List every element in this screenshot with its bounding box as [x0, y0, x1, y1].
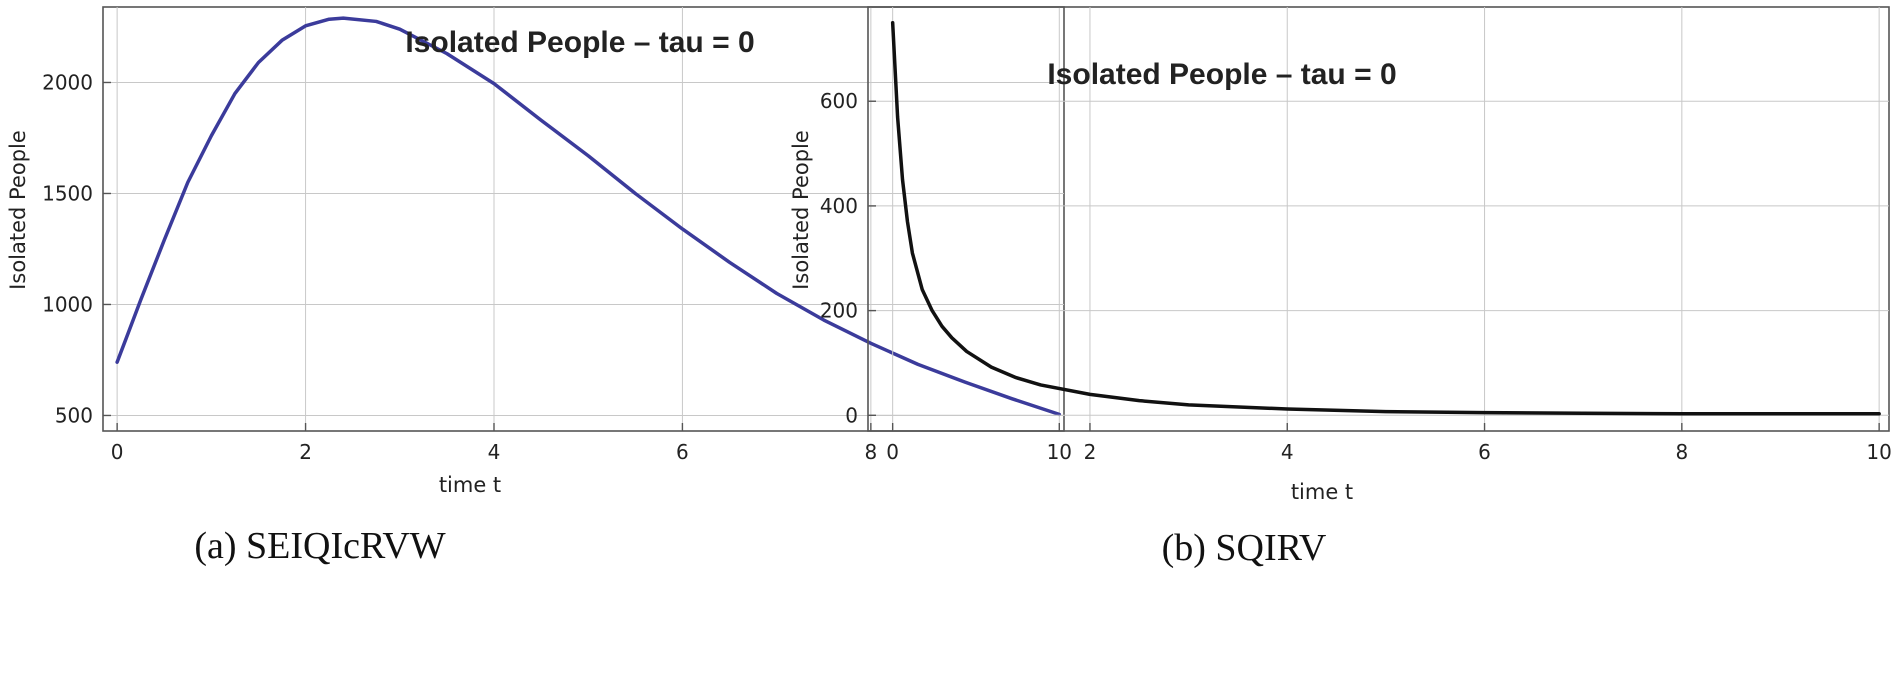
- plot-a-y-tick-label-1: 1000: [42, 292, 93, 316]
- plot-a-frame: [102, 6, 1065, 432]
- plot-a-x-tick-label-3: 6: [676, 440, 689, 464]
- plot-a-y-axis-label: Isolated People: [6, 130, 30, 290]
- plot-b-y-axis-label: Isolated People: [789, 130, 813, 290]
- plot-b-ticks: 0 2 4 6 8 10 0 200 400 600: [820, 89, 1892, 464]
- plot-b-frame: [867, 6, 1890, 432]
- plot-b-series-line: [890, 20, 1881, 416]
- plot-b-title: Isolated People – tau = 0: [1047, 58, 1396, 91]
- plot-a-title: Isolated People – tau = 0: [405, 26, 754, 59]
- plot-b-x-tick-label-2: 4: [1281, 440, 1294, 464]
- plot-a-x-axis-label: time t: [439, 473, 501, 497]
- plot-b-x-tick-label-1: 2: [1084, 440, 1097, 464]
- plot-a-x-tick-label-4: 8: [864, 440, 877, 464]
- plot-b-grid: [868, 7, 1889, 431]
- plot-a-y-tick-label-3: 2000: [42, 70, 93, 94]
- plot-a-x-tick-label-2: 4: [488, 440, 501, 464]
- plot-b-y-tick-label-2: 400: [820, 194, 858, 218]
- plot-a-y-tick-label-2: 1500: [42, 181, 93, 205]
- plot-a-y-tick-label-0: 500: [55, 403, 93, 427]
- plot-b-x-tick-label-4: 8: [1675, 440, 1688, 464]
- plot-a-grid: [103, 7, 1064, 431]
- plot-b-x-tick-label-0: 0: [886, 440, 899, 464]
- plot-b-x-axis-label: time t: [1291, 480, 1353, 504]
- plot-a-x-tick-label-5: 10: [1047, 440, 1072, 464]
- caption-a: (a) SEIQIcRVW: [194, 525, 445, 567]
- plot-b-y-tick-label-0: 0: [845, 403, 858, 427]
- chart-panel-b: 0 2 4 6 8 10 0 200 400 600 Isolated People – tau …: [789, 6, 1892, 569]
- plot-a-series-line: [115, 16, 1062, 417]
- caption-b: (b) SQIRV: [1162, 527, 1327, 569]
- plot-a-x-tick-label-1: 2: [299, 440, 312, 464]
- plot-b-y-tick-label-3: 600: [820, 89, 858, 113]
- plot-b-y-tick-label-1: 200: [820, 299, 858, 323]
- plot-b-x-tick-label-3: 6: [1478, 440, 1491, 464]
- plot-a-x-tick-label-0: 0: [111, 440, 124, 464]
- plot-b-x-tick-label-5: 10: [1866, 440, 1891, 464]
